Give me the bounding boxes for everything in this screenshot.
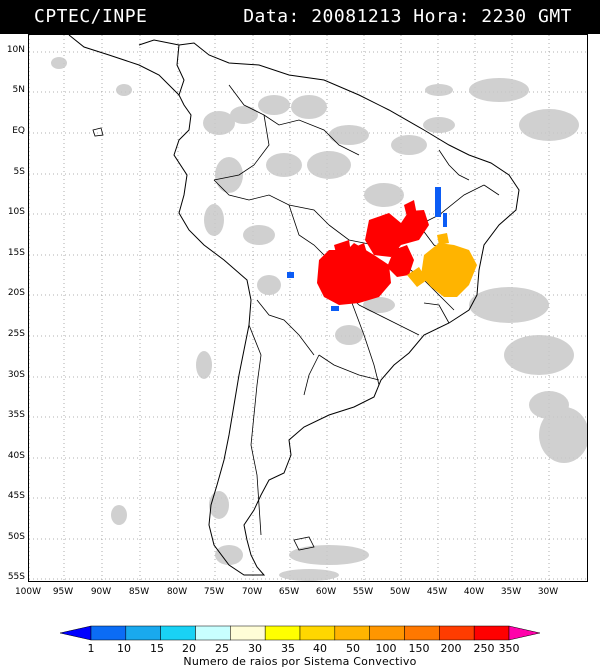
lon-label-70w: 70W (241, 587, 263, 597)
lat-label-55s: 55S (7, 572, 25, 582)
south-america-coastline (173, 42, 520, 576)
lon-label-35w: 35W (500, 587, 522, 597)
colorbar-tick: 25 (215, 642, 229, 655)
lon-label-75w: 75W (203, 587, 225, 597)
lat-label-eq: EQ (12, 126, 25, 136)
colorbar-tick: 350 (498, 642, 520, 655)
lon-label-60w: 60W (315, 587, 337, 597)
lon-label-90w: 90W (90, 587, 112, 597)
colorbar-cell (264, 625, 301, 641)
lon-label-100w: 100W (14, 587, 42, 597)
time-label: Hora: (413, 6, 470, 27)
lon-label-80w: 80W (166, 587, 188, 597)
colorbar-tick: 35 (281, 642, 295, 655)
colorbar-tick: 50 (346, 642, 360, 655)
colorbar-swatches (59, 625, 541, 641)
colorbar-ticks: 1 10 15 20 25 30 35 40 50 100 150 200 25… (0, 642, 600, 656)
south-america-map (29, 35, 587, 581)
lightning-cells-orange (407, 233, 477, 297)
colorbar-cell (369, 625, 405, 641)
colorbar-cell (125, 625, 161, 641)
lat-label-5n: 5N (12, 85, 25, 95)
colorbar-arrow-right (508, 625, 541, 641)
colorbar-cell (230, 625, 266, 641)
lon-label-55w: 55W (352, 587, 374, 597)
colorbar-tick: 15 (150, 642, 164, 655)
colorbar-tick: 250 (473, 642, 495, 655)
date-label: Data: (243, 6, 300, 27)
colorbar: 1 10 15 20 25 30 35 40 50 100 150 200 25… (0, 624, 600, 670)
colorbar-tick: 40 (313, 642, 327, 655)
falkland-islands (293, 536, 315, 551)
lat-label-35s: 35S (7, 410, 25, 420)
cloud-cover-layer (51, 57, 587, 581)
lon-label-40w: 40W (463, 587, 485, 597)
datetime-label: Data: 20081213 Hora: 2230 GMT (243, 6, 572, 27)
colorbar-tick: 1 (87, 642, 95, 655)
map-header: CPTEC/INPE Data: 20081213 Hora: 2230 GMT (0, 0, 600, 34)
caribbean-coast (138, 39, 180, 46)
lon-label-30w: 30W (537, 587, 559, 597)
central-america-coastline (68, 35, 180, 96)
colorbar-arrow-left (59, 625, 92, 641)
colorbar-cell (473, 625, 510, 641)
lon-label-50w: 50W (389, 587, 411, 597)
galapagos-islands (92, 127, 104, 137)
colorbar-tick: 10 (117, 642, 131, 655)
lat-label-15s: 15S (7, 248, 25, 258)
colorbar-cell (160, 625, 196, 641)
colorbar-cell (299, 625, 336, 641)
colorbar-cells (90, 625, 510, 641)
lon-label-65w: 65W (278, 587, 300, 597)
lon-label-85w: 85W (128, 587, 150, 597)
colorbar-tick: 100 (375, 642, 397, 655)
colorbar-title: Numero de raios por Sistema Convectivo (183, 655, 417, 668)
lightning-cells-blue (287, 187, 447, 311)
lat-label-20s: 20S (7, 288, 25, 298)
lat-label-30s: 30S (7, 370, 25, 380)
lat-label-5s: 5S (13, 167, 25, 177)
time-value: 2230 GMT (481, 6, 572, 27)
colorbar-cell (195, 625, 231, 641)
map-panel (28, 34, 588, 582)
lat-label-10s: 10S (7, 207, 25, 217)
colorbar-tick: 20 (182, 642, 196, 655)
lat-label-10n: 10N (6, 45, 25, 55)
lat-label-45s: 45S (7, 491, 25, 501)
colorbar-tick: 30 (248, 642, 262, 655)
colorbar-tick: 200 (440, 642, 462, 655)
source-label: CPTEC/INPE (34, 6, 148, 27)
lat-label-25s: 25S (7, 329, 25, 339)
colorbar-cell (90, 625, 127, 641)
date-value: 20081213 (311, 6, 402, 27)
political-borders (213, 84, 500, 536)
lat-label-50s: 50S (7, 532, 25, 542)
colorbar-cell (439, 625, 475, 641)
lightning-cells-red (317, 200, 429, 305)
lon-label-95w: 95W (52, 587, 74, 597)
colorbar-cell (404, 625, 440, 641)
colorbar-cell (334, 625, 370, 641)
lat-label-40s: 40S (7, 451, 25, 461)
colorbar-tick: 150 (408, 642, 430, 655)
lon-label-45w: 45W (426, 587, 448, 597)
